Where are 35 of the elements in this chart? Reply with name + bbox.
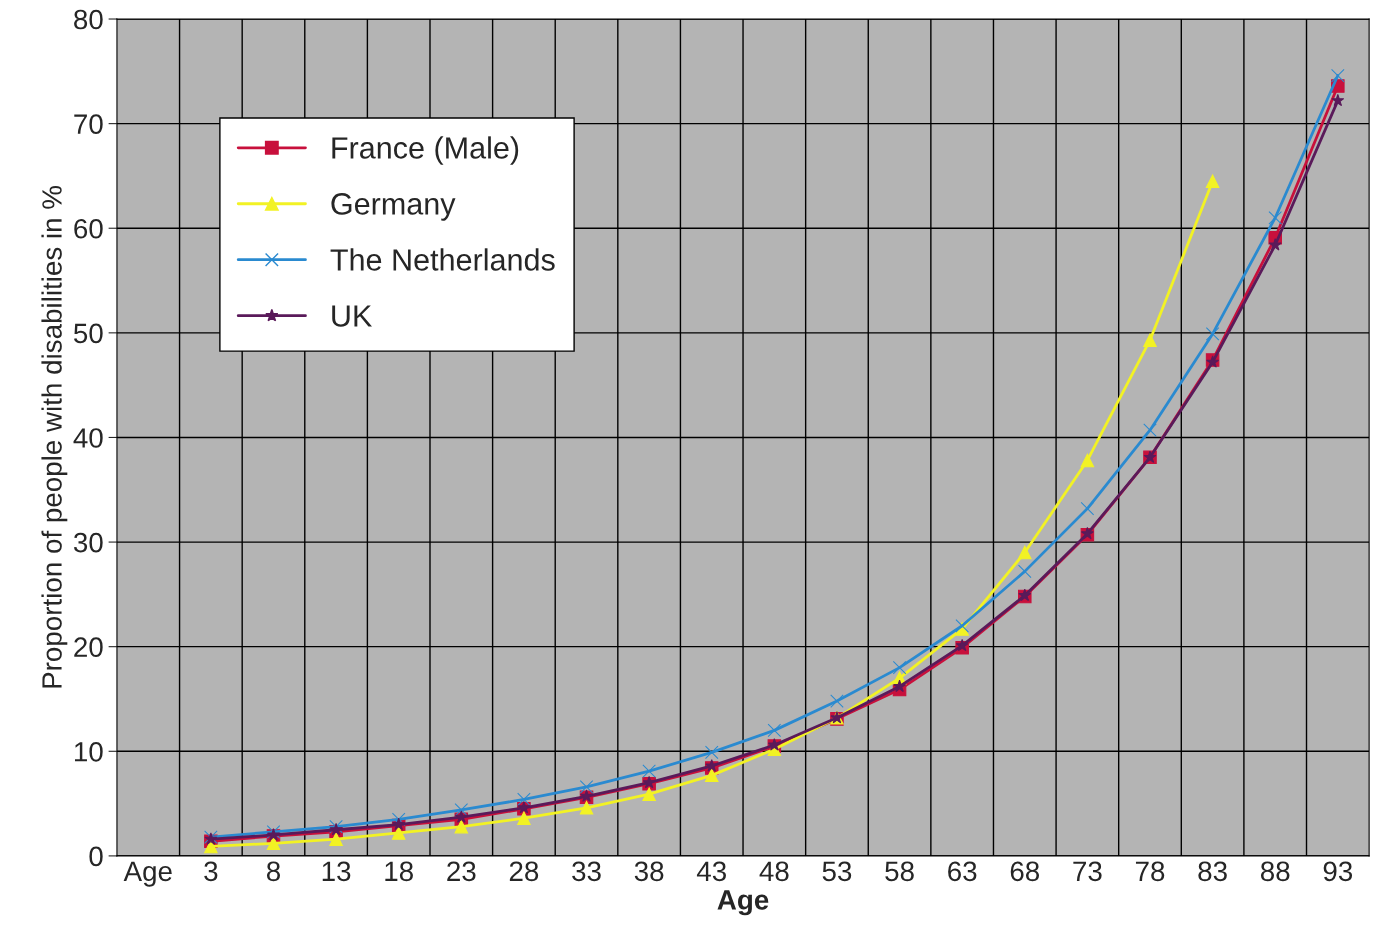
x-tick-label: 58: [885, 861, 914, 882]
x-tick-label: 33: [572, 861, 601, 882]
legend-label: France (Male): [332, 136, 519, 165]
legend-label: UK: [332, 305, 372, 327]
x-tick-label: 8: [266, 861, 280, 882]
y-tick-label: 50: [73, 323, 103, 344]
y-tick-label: 30: [73, 532, 103, 553]
x-tick-label: 48: [759, 861, 789, 882]
x-tick-label: 83: [1198, 861, 1227, 882]
x-tick-label: 78: [1135, 861, 1165, 882]
x-tick-label: 68: [1010, 861, 1040, 882]
y-tick-label: 80: [74, 9, 103, 30]
x-tick-label: 38: [634, 861, 664, 882]
x-tick-label: 3: [204, 861, 218, 882]
x-tick-label: Age: [123, 861, 172, 887]
x-tick-label: 28: [509, 861, 539, 882]
legend-label: The Netherlands: [330, 248, 555, 271]
y-tick-label: 70: [74, 114, 103, 134]
x-tick-label: 18: [385, 861, 413, 882]
x-tick-label: 53: [822, 861, 852, 882]
y-tick-label: 20: [74, 637, 103, 658]
x-tick-label: 23: [447, 861, 476, 882]
x-tick-label: 13: [322, 861, 351, 882]
x-tick-label: 63: [948, 861, 977, 882]
y-tick-label: 40: [73, 428, 103, 448]
y-tick-label: 0: [89, 846, 103, 867]
x-axis-title: Age: [717, 890, 769, 916]
x-tick-label: 93: [1323, 861, 1353, 882]
y-axis-title: Proportion of people with disabilities in %: [41, 185, 68, 688]
x-tick-label: 73: [1073, 861, 1102, 882]
x-tick-label: 88: [1260, 861, 1290, 882]
y-tick-label: 10: [74, 741, 103, 762]
legend-label: Germany: [331, 193, 456, 221]
x-tick-label: 43: [696, 861, 726, 882]
y-tick-label: 60: [74, 218, 103, 239]
